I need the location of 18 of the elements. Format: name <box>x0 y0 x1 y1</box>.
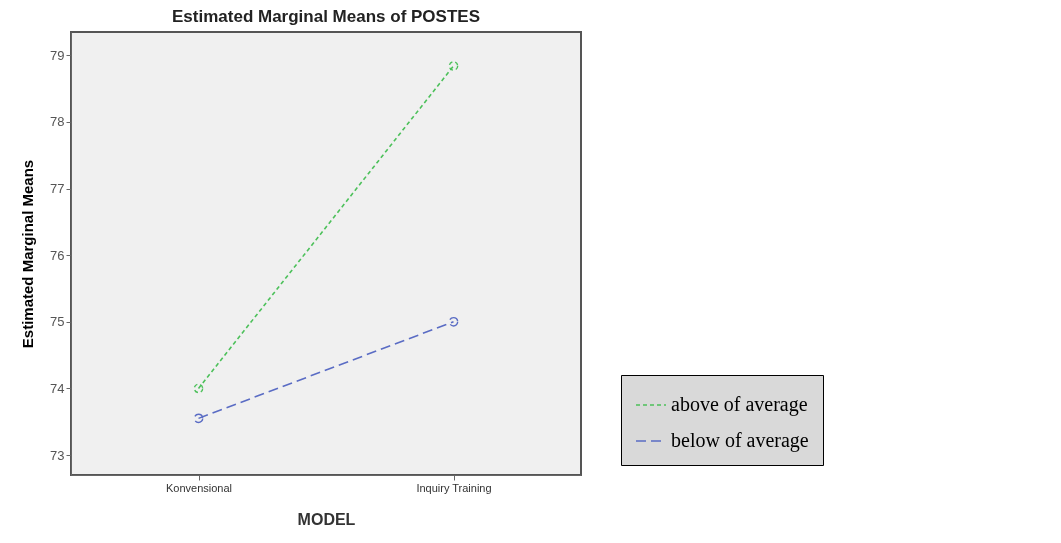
x-tick-label: Inquiry Training <box>416 481 492 494</box>
y-axis-title: Estimated Marginal Means <box>19 159 37 349</box>
y-tick-label: 76 <box>50 247 65 263</box>
x-tick-label: Konvensional <box>165 481 233 494</box>
legend-label: above of average <box>671 393 808 416</box>
y-tick-label: 78 <box>50 114 65 130</box>
point <box>193 383 204 394</box>
y-tick-label: 73 <box>50 447 65 463</box>
point <box>448 316 459 327</box>
y-tick-label: 77 <box>50 181 65 197</box>
x-axis-title: MODEL <box>297 510 356 528</box>
point <box>193 413 204 424</box>
point <box>448 61 459 71</box>
legend-label: below of average <box>671 429 809 452</box>
y-tick-label: 79 <box>50 47 65 63</box>
chart-title: Estimated Marginal Means of POSTES <box>172 7 480 26</box>
y-tick-label: 75 <box>50 314 65 330</box>
y-tick-label: 74 <box>50 380 65 396</box>
